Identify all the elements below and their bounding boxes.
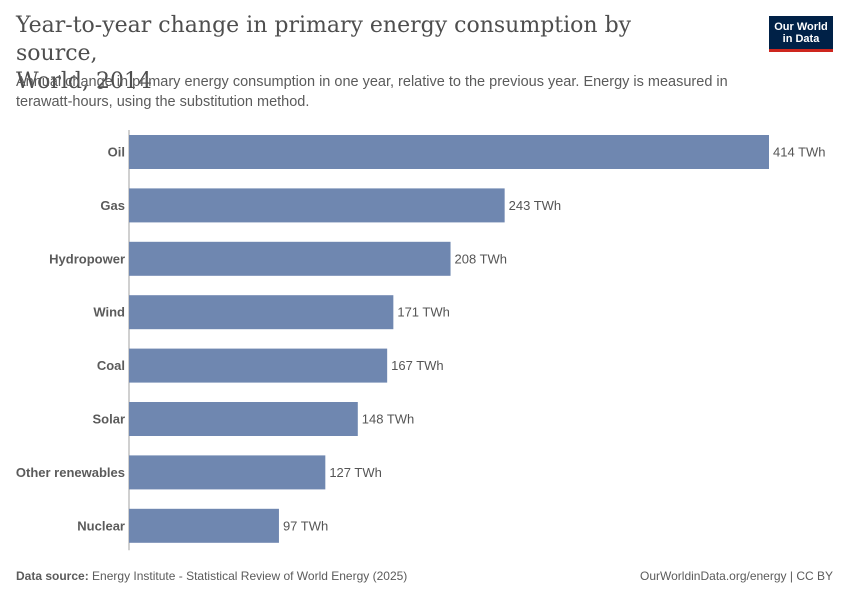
bar-oil[interactable] bbox=[129, 135, 769, 169]
category-label: Nuclear bbox=[77, 518, 125, 533]
value-label: 167 TWh bbox=[391, 358, 444, 373]
value-label: 97 TWh bbox=[283, 518, 328, 533]
category-label: Oil bbox=[108, 145, 125, 160]
data-source-link[interactable]: Energy Institute - Statistical Review of… bbox=[92, 569, 408, 583]
value-label: 171 TWh bbox=[397, 305, 450, 320]
category-label: Coal bbox=[97, 358, 125, 373]
chart-subtitle: Annual change in primary energy consumpt… bbox=[16, 74, 728, 110]
value-label: 148 TWh bbox=[362, 412, 415, 427]
value-label: 243 TWh bbox=[509, 198, 562, 213]
category-label: Wind bbox=[93, 305, 125, 320]
bar-other-renewables[interactable] bbox=[129, 455, 326, 490]
bar-hydropower[interactable] bbox=[129, 241, 451, 276]
bar-nuclear[interactable] bbox=[129, 508, 279, 543]
data-source-label: Data source: bbox=[16, 569, 89, 583]
bar-gas[interactable] bbox=[129, 188, 505, 223]
attribution-link[interactable]: OurWorldinData.org/energy | CC BY bbox=[640, 569, 833, 583]
category-label: Other renewables bbox=[16, 465, 125, 480]
category-label: Gas bbox=[100, 198, 125, 213]
data-source: Data source: Energy Institute - Statisti… bbox=[16, 569, 407, 583]
chart-title: Year-to-year change in primary energy co… bbox=[16, 13, 632, 94]
category-label: Solar bbox=[92, 412, 125, 427]
value-label: 127 TWh bbox=[329, 465, 382, 480]
bar-chart: Oil 414 TWh Gas 243 TWh Hydropower 208 TWh Win… bbox=[16, 130, 826, 551]
bar-coal[interactable] bbox=[129, 348, 388, 383]
bar-solar[interactable] bbox=[129, 402, 358, 436]
bar-wind[interactable] bbox=[129, 295, 394, 330]
owid-logo[interactable]: Our World in Data bbox=[769, 16, 833, 52]
category-label: Hydropower bbox=[49, 251, 125, 266]
value-label: 208 TWh bbox=[455, 251, 508, 266]
value-label: 414 TWh bbox=[773, 145, 826, 160]
